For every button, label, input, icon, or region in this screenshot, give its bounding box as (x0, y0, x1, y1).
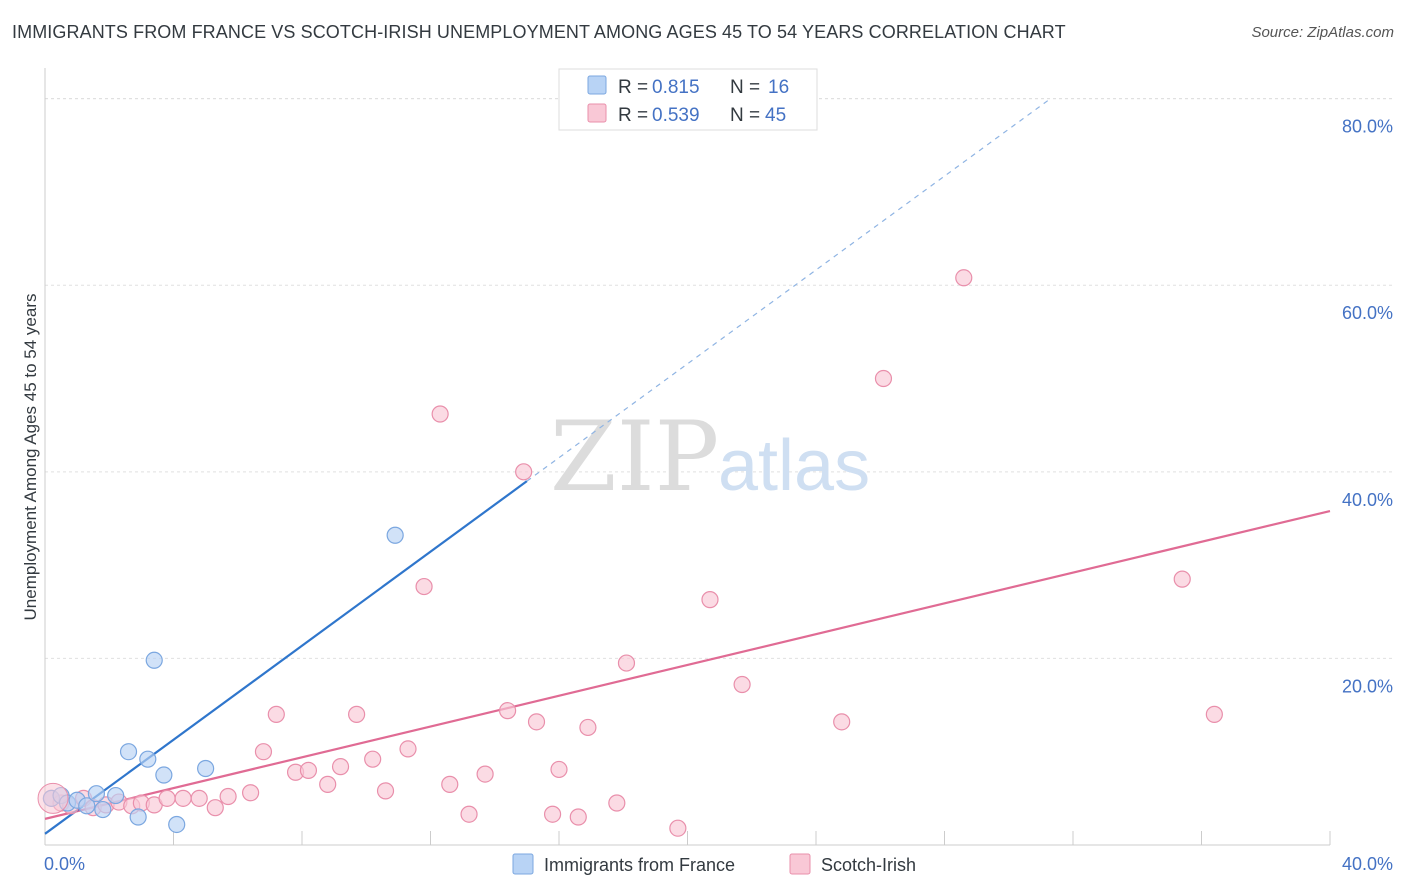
y-axis-label: Unemployment Among Ages 45 to 54 years (21, 294, 40, 621)
axes (44, 68, 1331, 846)
point-scotch-irish (874, 369, 893, 388)
point-scotch-irish (1173, 570, 1191, 588)
point-scotch-irish (499, 702, 517, 720)
point-scotch-irish (376, 782, 395, 800)
point-scotch-irish (527, 713, 546, 731)
series-legend-label-scotch-irish: Scotch-Irish (821, 855, 916, 875)
point-scotch-irish (415, 577, 433, 596)
y-tick-label: 80.0% (1342, 117, 1393, 137)
trend-lines (44, 98, 1331, 835)
point-scotch-irish (608, 794, 626, 812)
y-tick-label: 20.0% (1342, 676, 1393, 696)
series-legend-swatch-france (512, 853, 534, 875)
point-france (168, 815, 186, 834)
point-scotch-irish (569, 808, 587, 826)
point-scotch-irish (955, 269, 973, 287)
series-legend: Immigrants from France Scotch-Irish (512, 853, 916, 875)
source-credit: Source: ZipAtlas.com (1251, 24, 1394, 41)
correlation-legend: R = 0.815 N = 16 R = 0.539 N = 45 (558, 68, 818, 131)
point-france (197, 759, 215, 778)
legend-n-label-1: N = (730, 77, 760, 98)
trend-extension-france (526, 98, 1051, 482)
x-tick-label: 40.0% (1342, 854, 1393, 874)
point-scotch-irish (399, 740, 417, 758)
point-france (139, 750, 157, 768)
legend-r-label-2: R = (618, 105, 648, 126)
point-scotch-irish (617, 654, 636, 672)
watermark: ZIP atlas (550, 401, 870, 513)
series-legend-label-france: Immigrants from France (544, 855, 735, 875)
point-scotch-irish (364, 750, 382, 768)
y-tick-label: 40.0% (1342, 490, 1393, 510)
point-france (119, 743, 138, 761)
point-france (145, 651, 163, 669)
point-scotch-irish (331, 758, 350, 776)
legend-n-label-2: N = (730, 105, 760, 126)
point-france (107, 786, 125, 805)
trend-line-france (44, 480, 528, 835)
point-scotch-irish (206, 799, 224, 817)
point-scotch-irish (441, 775, 459, 793)
point-scotch-irish (431, 405, 449, 423)
point-scotch-irish (460, 805, 478, 823)
legend-n-value-1: 16 (768, 77, 789, 98)
point-france (94, 800, 112, 819)
watermark-zip: ZIP (550, 401, 719, 513)
point-scotch-irish (299, 761, 318, 779)
tick-labels: 20.0% 40.0% 60.0% 80.0% 0.0% 40.0% (44, 117, 1393, 874)
point-scotch-irish (701, 591, 719, 609)
point-scotch-irish (242, 784, 260, 802)
point-scotch-irish (579, 718, 597, 737)
point-cluster-origin (37, 782, 69, 814)
point-scotch-irish (550, 760, 568, 779)
point-scotch-irish (733, 675, 751, 694)
legend-r-label-1: R = (618, 77, 648, 98)
point-scotch-irish (476, 765, 494, 783)
point-scotch-irish (348, 705, 366, 723)
y-tick-label: 60.0% (1342, 303, 1393, 323)
point-france (129, 808, 147, 826)
trend-line-scotch-irish (44, 509, 1331, 820)
point-scotch-irish (190, 789, 208, 807)
legend-r-value-2: 0.539 (652, 105, 700, 126)
legend-swatch-scotch-irish (587, 103, 607, 123)
point-scotch-irish (158, 789, 176, 807)
point-scotch-irish (515, 463, 533, 481)
point-scotch-irish (319, 775, 337, 793)
point-france (386, 526, 404, 544)
point-france (78, 797, 96, 815)
point-scotch-irish (543, 805, 562, 823)
series-legend-swatch-scotch-irish (789, 853, 811, 875)
point-scotch-irish (1205, 705, 1223, 723)
chart-title: IMMIGRANTS FROM FRANCE VS SCOTCH-IRISH U… (12, 22, 1066, 42)
watermark-atlas: atlas (718, 426, 870, 506)
data-points (37, 269, 1223, 837)
point-scotch-irish (254, 743, 273, 761)
point-scotch-irish (219, 787, 237, 806)
legend-swatch-france (587, 75, 607, 95)
point-france (155, 766, 173, 784)
point-scotch-irish (833, 713, 851, 731)
legend-r-value-1: 0.815 (652, 77, 700, 98)
grid-lines (45, 98, 1395, 659)
legend-n-value-2: 45 (765, 105, 786, 126)
point-scotch-irish (174, 789, 192, 807)
point-scotch-irish (669, 819, 687, 837)
point-france (87, 785, 106, 803)
x-tick-label: 0.0% (44, 854, 85, 874)
point-scotch-irish (267, 705, 285, 723)
